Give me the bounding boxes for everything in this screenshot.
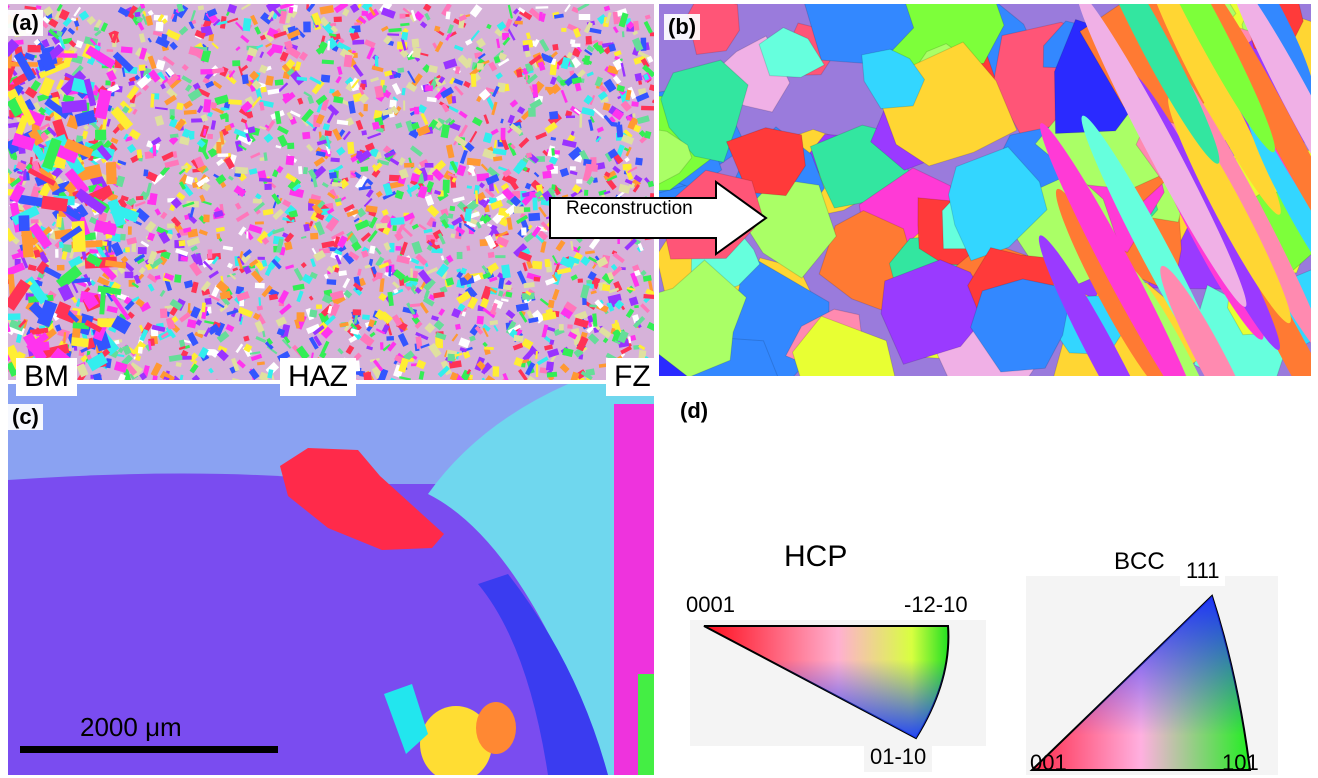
- panel-d-label: (d): [676, 398, 712, 424]
- hcp-corner-bottom: 01-10: [864, 742, 932, 772]
- zone-label-fz: FZ: [606, 358, 659, 396]
- bcc-corner-top: 111: [1180, 556, 1225, 586]
- scale-bar-line: [20, 746, 278, 753]
- hcp-triangle-blue-shade: [704, 626, 948, 738]
- hcp-ipf-triangle: [690, 620, 986, 746]
- fz-green-strip: [638, 674, 654, 775]
- hcp-title: HCP: [784, 540, 847, 574]
- panel-b-label: (b): [664, 14, 700, 40]
- panel-c-label: (c): [8, 404, 43, 430]
- bcc-title: BCC: [1114, 548, 1165, 576]
- reconstruction-arrow-label: Reconstruction: [566, 198, 693, 220]
- bcc-ipf-triangle: [1026, 576, 1278, 775]
- scale-bar-label: 2000 μm: [80, 712, 182, 743]
- zone-label-haz: HAZ: [280, 358, 356, 396]
- bcc-corner-bottom-right: 101: [1216, 748, 1265, 778]
- zone-label-bm: BM: [16, 358, 77, 396]
- bcc-triangle-blue-shade: [1032, 596, 1250, 770]
- hcp-corner-top-left: 0001: [680, 590, 741, 620]
- bcc-corner-bottom-left: 001: [1024, 748, 1073, 778]
- bcc-ipf-key: [1026, 576, 1278, 775]
- orange-grain: [476, 702, 516, 754]
- reconstruction-arrow: Reconstruction: [548, 180, 770, 256]
- hcp-ipf-key: [690, 620, 986, 746]
- hcp-corner-top-right: -12-10: [898, 590, 974, 620]
- panel-a-label: (a): [8, 10, 43, 36]
